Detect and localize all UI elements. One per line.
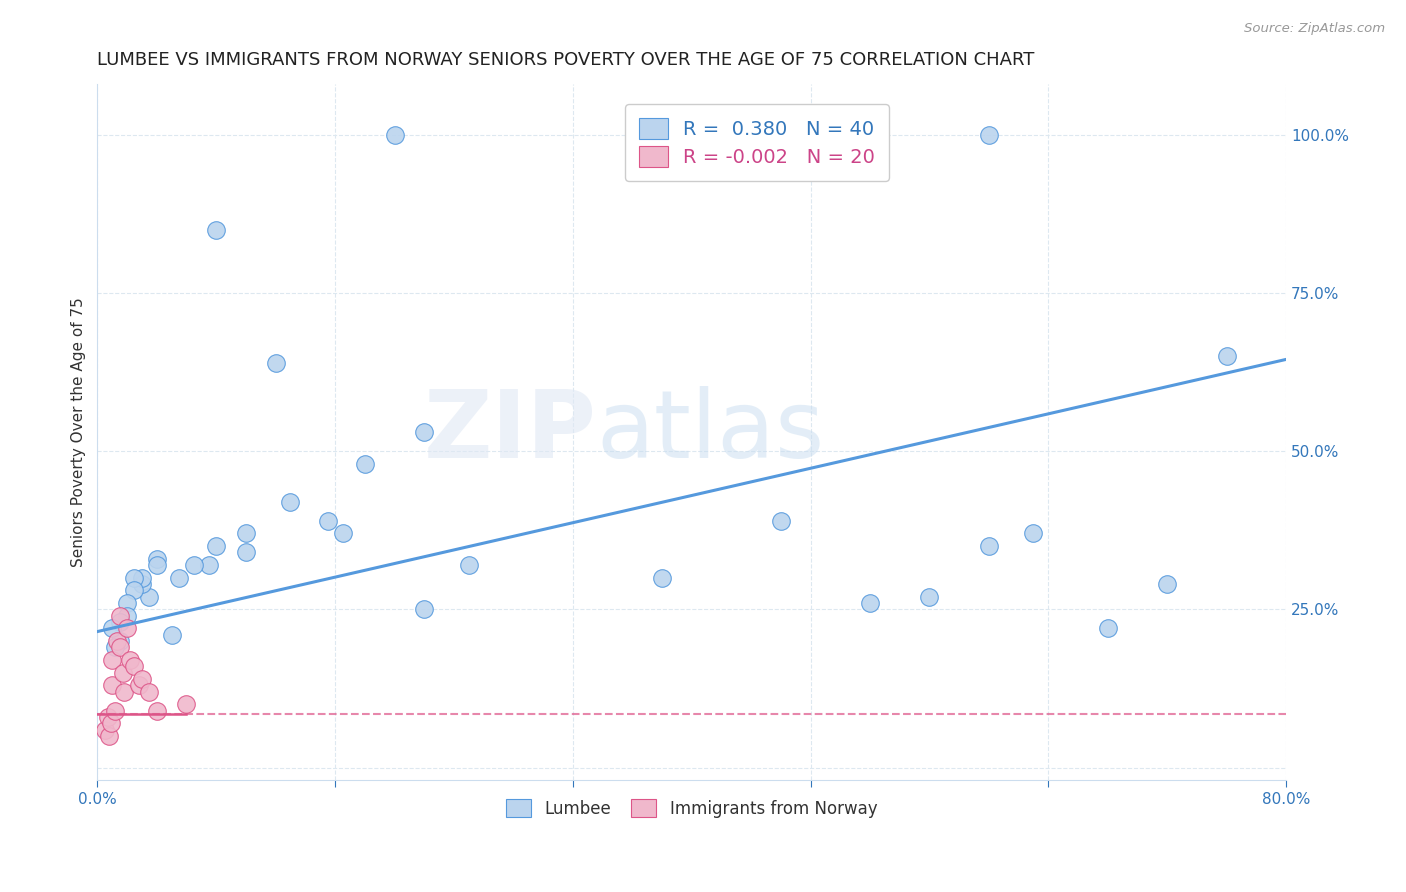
Point — [160, 628, 183, 642]
Point — [413, 425, 436, 440]
Point — [146, 558, 169, 573]
Point — [131, 577, 153, 591]
Y-axis label: Seniors Poverty Over the Age of 75: Seniors Poverty Over the Age of 75 — [72, 297, 86, 567]
Point — [138, 684, 160, 698]
Point — [101, 621, 124, 635]
Point — [264, 355, 287, 369]
Point — [115, 621, 138, 635]
Point — [859, 596, 882, 610]
Point — [769, 514, 792, 528]
Point — [332, 526, 354, 541]
Point — [111, 665, 134, 680]
Point — [104, 704, 127, 718]
Point — [108, 615, 131, 629]
Point — [98, 729, 121, 743]
Point — [280, 495, 302, 509]
Point — [124, 583, 146, 598]
Point — [977, 539, 1000, 553]
Point — [108, 608, 131, 623]
Point — [131, 672, 153, 686]
Point — [108, 634, 131, 648]
Point — [353, 457, 375, 471]
Point — [384, 128, 406, 142]
Text: atlas: atlas — [596, 386, 825, 478]
Point — [115, 608, 138, 623]
Point — [176, 698, 198, 712]
Point — [131, 571, 153, 585]
Point — [138, 590, 160, 604]
Point — [918, 590, 941, 604]
Point — [101, 653, 124, 667]
Point — [105, 634, 128, 648]
Point — [124, 571, 146, 585]
Point — [235, 526, 257, 541]
Point — [205, 539, 228, 553]
Point — [97, 710, 120, 724]
Point — [124, 659, 146, 673]
Point — [183, 558, 205, 573]
Legend: Lumbee, Immigrants from Norway: Lumbee, Immigrants from Norway — [499, 792, 884, 824]
Point — [146, 704, 169, 718]
Text: ZIP: ZIP — [423, 386, 596, 478]
Point — [205, 222, 228, 236]
Point — [651, 571, 673, 585]
Text: Source: ZipAtlas.com: Source: ZipAtlas.com — [1244, 22, 1385, 36]
Point — [977, 128, 1000, 142]
Point — [457, 558, 479, 573]
Point — [167, 571, 190, 585]
Point — [1097, 621, 1119, 635]
Point — [235, 545, 257, 559]
Point — [1156, 577, 1178, 591]
Point — [128, 678, 150, 692]
Point — [1215, 349, 1237, 363]
Point — [112, 684, 135, 698]
Text: LUMBEE VS IMMIGRANTS FROM NORWAY SENIORS POVERTY OVER THE AGE OF 75 CORRELATION : LUMBEE VS IMMIGRANTS FROM NORWAY SENIORS… — [97, 51, 1035, 69]
Point — [413, 602, 436, 616]
Point — [118, 653, 141, 667]
Point — [100, 716, 122, 731]
Point — [316, 514, 339, 528]
Point — [197, 558, 219, 573]
Point — [104, 640, 127, 655]
Point — [1022, 526, 1045, 541]
Point — [101, 678, 124, 692]
Point — [146, 551, 169, 566]
Point — [108, 640, 131, 655]
Point — [94, 723, 117, 737]
Point — [115, 596, 138, 610]
